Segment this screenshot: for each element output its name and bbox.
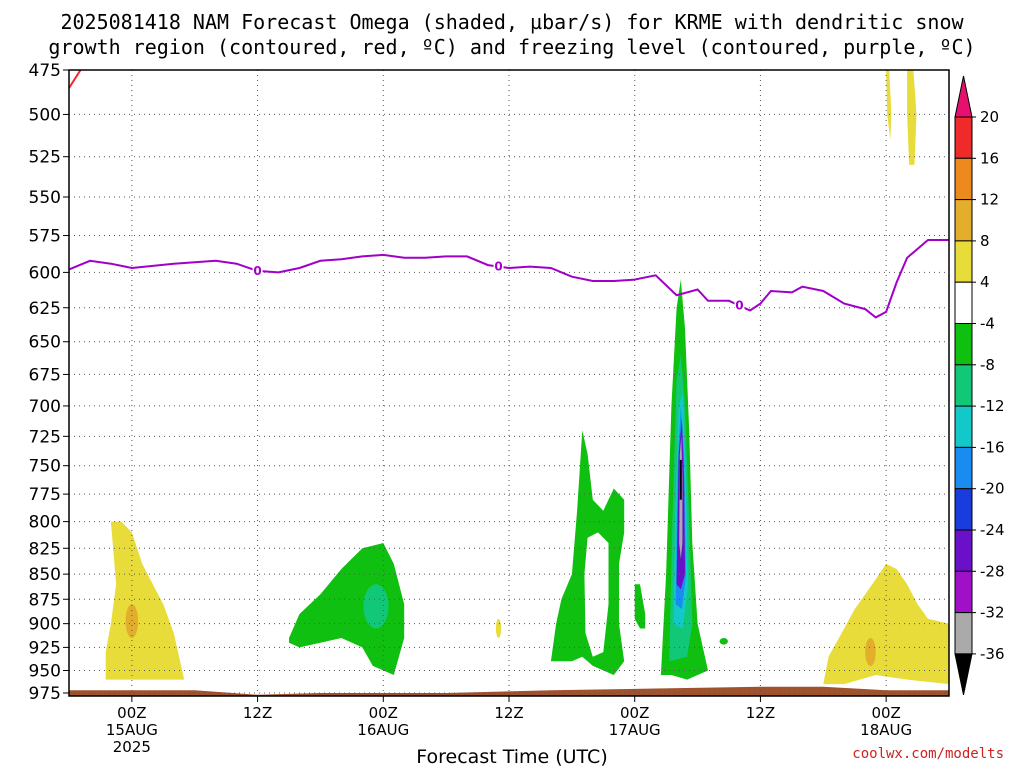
y-tick-label-975: 975 <box>29 684 61 704</box>
y-tick-label-775: 775 <box>29 485 61 505</box>
colorbar-segment-13 <box>954 612 973 655</box>
freezing-level-label-bg-1 <box>493 258 504 273</box>
omega-region-positive-3 <box>823 563 949 685</box>
chart-title-line-1: 2025081418 NAM Forecast Omega (shaded, µ… <box>60 10 964 34</box>
colorbar-segment-1 <box>954 116 973 159</box>
x-tick-label-60: 12Z <box>746 704 775 722</box>
colorbar-label-13: -36 <box>980 645 1005 663</box>
y-tick-label-475: 475 <box>29 61 61 81</box>
colorbar-segment-8 <box>954 405 973 448</box>
colorbar-label-7: -12 <box>980 397 1005 415</box>
colorbar-label-8: -16 <box>980 438 1005 456</box>
y-tick-label-525: 525 <box>29 148 61 168</box>
x-tick-label-36: 12Z <box>494 704 523 722</box>
colorbar-label-11: -28 <box>980 562 1005 580</box>
colorbar-label-6: -8 <box>980 356 995 374</box>
y-tick-label-500: 500 <box>29 105 61 125</box>
dgz-contour <box>69 70 82 89</box>
freezing-level-label-0: 0 <box>253 264 261 278</box>
contours: 0 0 0 <box>69 70 949 319</box>
chart-title-line-2: growth region (contoured, red, ºC) and f… <box>48 35 976 59</box>
freezing-level-label-bg-0 <box>252 262 263 277</box>
y-tick-label-875: 875 <box>29 590 61 610</box>
x-tick-label-24: 00Z <box>369 704 398 722</box>
omega-region-negative-2-hole <box>584 532 609 657</box>
colorbar-label-5: -4 <box>980 315 995 333</box>
colorbar-segment-2 <box>954 157 973 201</box>
y-tick-label-625: 625 <box>29 299 61 319</box>
omega-region-positive-1-core <box>125 604 139 638</box>
x-tick-label-48: 00Z <box>620 704 649 722</box>
omega-region-positive-4 <box>886 70 892 140</box>
freezing-level-label-1: 0 <box>494 260 502 274</box>
colorbar-segment-6 <box>954 323 973 366</box>
colorbar-segment-4 <box>954 240 973 283</box>
x-tick-date-48: 17AUG <box>609 721 661 739</box>
credit-link[interactable]: coolwx.com/modelts <box>852 746 1004 762</box>
omega-region-negative-1-core <box>363 584 389 629</box>
colorbar-label-9: -20 <box>980 480 1005 498</box>
freezing-level-label-2: 0 <box>735 299 743 313</box>
colorbar: 20 16 12 8 4 -4 -8 -12 -16 -20 -24 -28 -32 -36 <box>954 75 1005 696</box>
colorbar-segment-3 <box>954 199 973 242</box>
x-tick-label-0: 00Z <box>117 704 146 722</box>
colorbar-label-0: 20 <box>980 108 999 126</box>
colorbar-segment-5 <box>954 281 973 325</box>
pressure-axis: 475 500 525 550 575 600 625 650 675 700 725 750 775 8… <box>29 61 69 704</box>
freezing-level-line <box>69 239 949 319</box>
omega-region-positive-5 <box>907 70 917 165</box>
y-tick-label-650: 650 <box>29 333 61 353</box>
y-tick-label-700: 700 <box>29 397 61 417</box>
colorbar-bottom-arrow <box>954 653 973 696</box>
y-tick-label-900: 900 <box>29 615 61 635</box>
x-tick-date-0: 15AUG <box>106 721 158 739</box>
y-tick-label-800: 800 <box>29 513 61 533</box>
colorbar-segment-11 <box>954 529 973 572</box>
y-tick-label-575: 575 <box>29 227 61 247</box>
omega-region-negative-3 <box>634 584 646 629</box>
y-tick-label-825: 825 <box>29 539 61 559</box>
colorbar-label-2: 12 <box>980 191 999 209</box>
terrain-ground <box>69 686 949 696</box>
x-tick-label-12: 12Z <box>243 704 272 722</box>
colorbar-label-4: 4 <box>980 273 990 291</box>
y-tick-label-600: 600 <box>29 263 61 283</box>
colorbar-label-3: 8 <box>980 232 990 250</box>
y-tick-label-750: 750 <box>29 457 61 477</box>
y-tick-label-550: 550 <box>29 188 61 208</box>
x-tick-date-72: 18AUG <box>860 721 912 739</box>
plot-background <box>69 70 949 696</box>
y-tick-label-675: 675 <box>29 365 61 385</box>
plot-area <box>69 70 949 696</box>
colorbar-segment-10 <box>954 488 973 531</box>
x-tick-label-72: 00Z <box>871 704 900 722</box>
omega-shading <box>69 70 949 696</box>
colorbar-segment-12 <box>954 570 973 614</box>
colorbar-label-1: 16 <box>980 149 999 167</box>
colorbar-label-12: -32 <box>980 604 1005 622</box>
x-axis-title: Forecast Time (UTC) <box>416 746 608 768</box>
omega-region-positive-3-core <box>865 637 876 666</box>
y-tick-label-725: 725 <box>29 427 61 447</box>
colorbar-segment-9 <box>954 446 973 490</box>
omega-region-positive-1 <box>105 521 185 680</box>
y-tick-label-850: 850 <box>29 565 61 585</box>
omega-region-positive-2 <box>495 618 502 638</box>
omega-region-negative-5 <box>719 637 728 645</box>
y-tick-label-950: 950 <box>29 661 61 681</box>
freezing-level-label-bg-2 <box>734 297 745 312</box>
x-tick-date-24: 16AUG <box>357 721 409 739</box>
x-tick-year-0: 2025 <box>113 738 151 756</box>
colorbar-segment-7 <box>954 364 973 407</box>
y-tick-label-925: 925 <box>29 638 61 658</box>
colorbar-top-arrow <box>954 75 973 118</box>
grid-lines <box>69 70 949 696</box>
colorbar-label-10: -24 <box>980 521 1005 539</box>
omega-region-negative-1 <box>289 543 405 675</box>
